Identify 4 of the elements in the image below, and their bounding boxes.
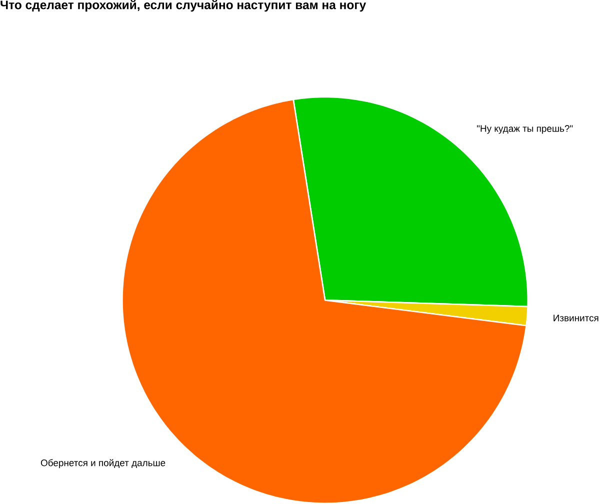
slice-label: "Ну кудаж ты прешь?" xyxy=(477,125,573,134)
slice-label: Обернется и пойдет дальше xyxy=(40,459,166,468)
chart-title: Что сделает прохожий, если случайно наступит вам на ногу xyxy=(0,0,366,12)
slice-label: Извинится xyxy=(554,314,598,322)
